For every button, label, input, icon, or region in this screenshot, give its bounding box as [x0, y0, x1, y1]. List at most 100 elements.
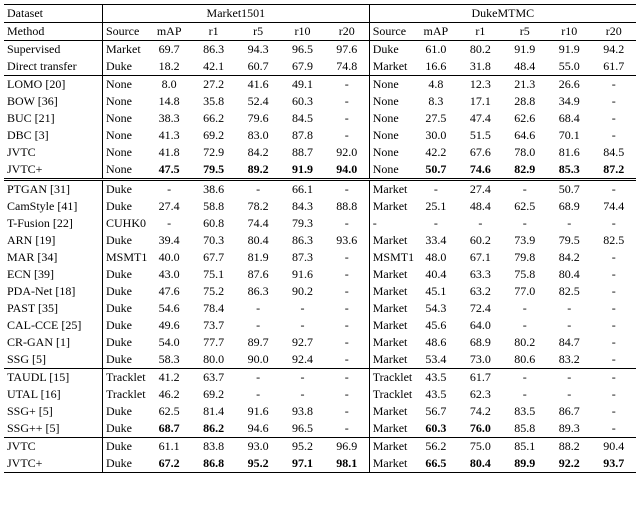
cell: -	[547, 317, 591, 334]
cell: 61.7	[458, 369, 502, 387]
cell: Market	[369, 198, 413, 215]
cell: None	[369, 161, 413, 180]
cell: -	[591, 283, 636, 300]
cell: 96.5	[280, 420, 324, 438]
cell: 30.0	[414, 127, 458, 144]
cell: r10	[280, 23, 324, 41]
cell: 87.2	[591, 161, 636, 180]
cell: Duke	[103, 334, 147, 351]
cell: 31.8	[458, 58, 502, 76]
cell: 67.9	[280, 58, 324, 76]
cell: -	[591, 110, 636, 127]
cell: 79.8	[503, 249, 547, 266]
cell: UTAL [16]	[4, 386, 103, 403]
cell: None	[369, 144, 413, 161]
cell: 83.0	[236, 127, 280, 144]
cell: 84.2	[236, 144, 280, 161]
cell: None	[369, 93, 413, 110]
cell: Dataset	[4, 5, 103, 23]
cell: 45.1	[414, 283, 458, 300]
cell: 70.1	[547, 127, 591, 144]
cell: 94.3	[236, 41, 280, 59]
cell: Duke	[103, 438, 147, 456]
cell: r10	[547, 23, 591, 41]
cell: r20	[591, 23, 636, 41]
cell: 89.7	[236, 334, 280, 351]
cell: 86.3	[236, 283, 280, 300]
cell: Market	[369, 266, 413, 283]
cell: 90.2	[280, 283, 324, 300]
cell: Duke	[103, 455, 147, 473]
cell: Market	[369, 334, 413, 351]
cell: 91.9	[547, 41, 591, 59]
cell: 61.7	[591, 58, 636, 76]
cell: -	[591, 76, 636, 94]
cell: Tracklet	[369, 386, 413, 403]
cell: Source	[103, 23, 147, 41]
cell: -	[591, 249, 636, 266]
cell: 43.0	[147, 266, 191, 283]
cell: Market	[369, 283, 413, 300]
cell: 62.3	[458, 386, 502, 403]
cell: MSMT17	[103, 249, 147, 266]
cell: 52.4	[236, 93, 280, 110]
cell: 87.3	[280, 249, 324, 266]
cell: 89.3	[547, 420, 591, 438]
cell: 48.6	[414, 334, 458, 351]
cell: CamStyle [41]	[4, 198, 103, 215]
cell: -	[325, 420, 369, 438]
cell: Tracklet	[103, 369, 147, 387]
cell: -	[591, 403, 636, 420]
cell: -	[325, 215, 369, 232]
cell: 26.6	[547, 76, 591, 94]
cell: mAP	[147, 23, 191, 41]
cell: 60.3	[280, 93, 324, 110]
cell: 76.0	[458, 420, 502, 438]
cell: SSG+ [5]	[4, 403, 103, 420]
cell: CAL-CCE [25]	[4, 317, 103, 334]
cell: -	[147, 180, 191, 199]
cell: 27.4	[147, 198, 191, 215]
cell: 92.7	[280, 334, 324, 351]
cell: None	[103, 93, 147, 110]
cell: 91.6	[236, 403, 280, 420]
cell: 72.9	[191, 144, 235, 161]
cell: None	[103, 161, 147, 180]
cell: 75.8	[503, 266, 547, 283]
cell: Market	[369, 438, 413, 456]
cell: 80.2	[458, 41, 502, 59]
cell: 63.7	[191, 369, 235, 387]
cell: 78.2	[236, 198, 280, 215]
cell: 38.6	[191, 180, 235, 199]
cell: 78.0	[503, 144, 547, 161]
cell: PAST [35]	[4, 300, 103, 317]
cell: Tracklet	[103, 386, 147, 403]
cell: 90.4	[591, 438, 636, 456]
cell: -	[414, 215, 458, 232]
cell: 48.4	[503, 58, 547, 76]
cell: 70.3	[191, 232, 235, 249]
cell: 82.5	[547, 283, 591, 300]
cell: -	[325, 110, 369, 127]
cell: 53.4	[414, 351, 458, 369]
cell: 86.7	[547, 403, 591, 420]
cell: Market	[369, 351, 413, 369]
cell: 54.3	[414, 300, 458, 317]
cell: None	[103, 127, 147, 144]
cell: -	[147, 215, 191, 232]
cell: -	[325, 266, 369, 283]
cell: None	[369, 110, 413, 127]
cell: 25.1	[414, 198, 458, 215]
cell: T-Fusion [22]	[4, 215, 103, 232]
cell: 69.2	[191, 386, 235, 403]
cell: 43.5	[414, 386, 458, 403]
cell: JVTC	[4, 144, 103, 161]
cell: 43.5	[414, 369, 458, 387]
cell: 27.5	[414, 110, 458, 127]
cell: r1	[458, 23, 502, 41]
cell: 89.2	[236, 161, 280, 180]
cell: 18.2	[147, 58, 191, 76]
cell: 67.2	[147, 455, 191, 473]
cell: Market	[369, 180, 413, 199]
cell: 94.2	[591, 41, 636, 59]
